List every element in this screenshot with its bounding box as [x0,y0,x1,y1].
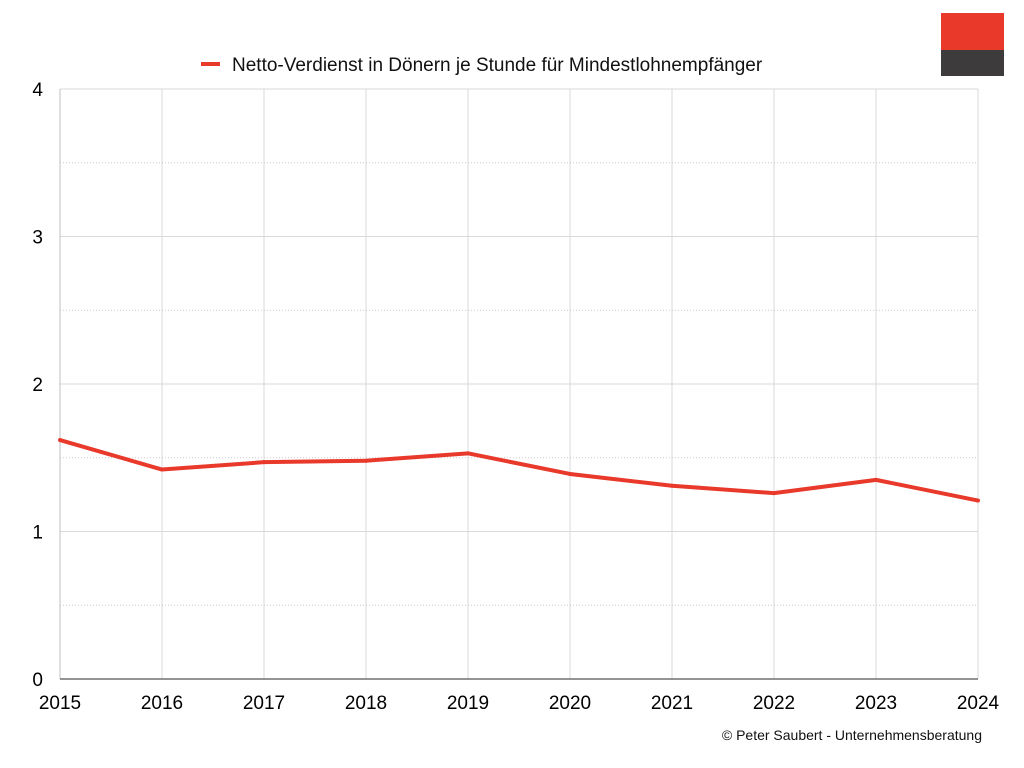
data-point-2020 [568,471,572,476]
y-tick-label-4: 4 [32,80,43,101]
y-tick-label-2: 2 [32,375,43,396]
y-tick-label-0: 0 [32,670,43,691]
y-tick-label-1: 1 [32,523,43,544]
copyright-note: © Peter Saubert - Unternehmensberatung [722,727,982,743]
data-point-2022 [772,491,776,496]
series-layer [58,438,980,503]
data-point-2023 [874,477,878,482]
brand-logo [941,13,1004,76]
axes [59,89,979,680]
x-tick-label-2018: 2018 [345,693,387,714]
x-tick-label-2022: 2022 [753,693,795,714]
legend-label-netto-verdienst: Netto-Verdienst in Dönern je Stunde für … [232,55,763,76]
data-point-2015 [58,438,62,443]
data-point-2018 [364,458,368,463]
data-point-2016 [160,467,164,472]
x-tick-label-2024: 2024 [957,693,1000,714]
logo-top-block [941,13,1004,50]
y-axis-ticks: 0 1 2 3 4 [32,80,43,691]
x-tick-label-2016: 2016 [141,693,183,714]
data-point-2019 [466,451,470,456]
x-tick-label-2021: 2021 [651,693,693,714]
x-tick-label-2023: 2023 [855,693,897,714]
x-tick-label-2020: 2020 [549,693,591,714]
logo-bottom-block [941,50,1004,76]
data-point-2021 [670,483,674,488]
data-point-2017 [262,460,266,465]
x-tick-label-2015: 2015 [39,693,81,714]
y-tick-label-3: 3 [32,228,43,249]
grid-lines [60,88,979,679]
chart-legend: Netto-Verdienst in Dönern je Stunde für … [201,55,763,76]
x-tick-label-2019: 2019 [447,693,489,714]
data-point-2024 [976,498,980,503]
series-line-0 [59,438,979,503]
x-tick-label-2017: 2017 [243,693,285,714]
x-axis-ticks: 2015 2016 2017 2018 2019 2020 2021 2022 2023 2024 [39,693,1000,714]
